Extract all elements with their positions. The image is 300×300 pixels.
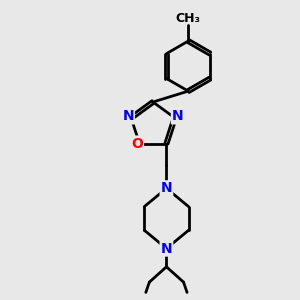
Text: N: N: [160, 181, 172, 195]
Text: CH₃: CH₃: [176, 12, 201, 25]
Text: N: N: [172, 110, 184, 123]
Text: N: N: [160, 242, 172, 256]
Text: N: N: [122, 110, 134, 123]
Text: O: O: [131, 136, 143, 151]
